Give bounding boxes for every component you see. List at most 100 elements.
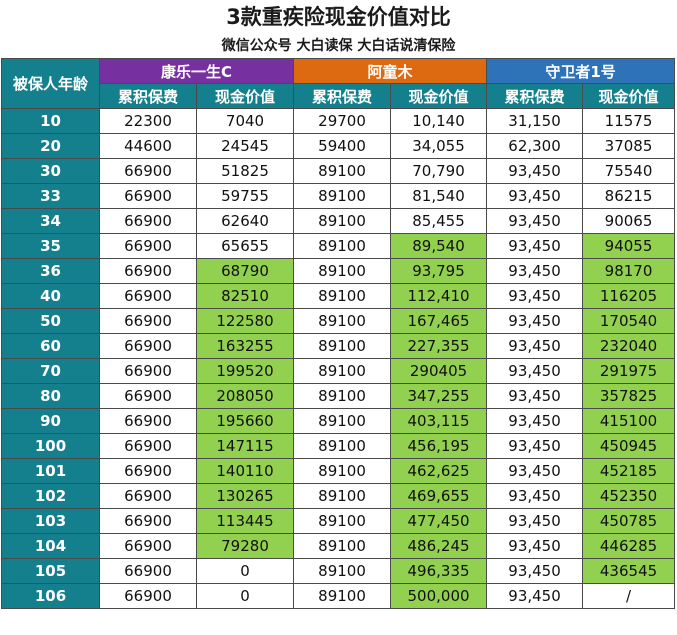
premium-cell: 89100: [293, 308, 392, 334]
cash-value-cell: 75540: [582, 158, 676, 184]
cash-value-cell: 86215: [582, 183, 676, 209]
table-row: 80 66900 208050 89100 347,255 93,450 357825: [1, 383, 676, 409]
page-subtitle: 微信公众号 大白读保 大白话说清保险: [221, 38, 456, 54]
premium-cell: 89100: [293, 433, 392, 459]
premium-cell: 89100: [293, 458, 392, 484]
cash-value-cell: 167,465: [390, 308, 488, 334]
premium-cell: 93,450: [486, 433, 584, 459]
column-header-premium: 累积保费: [293, 83, 392, 109]
table-row: 10 22300 7040 29700 10,140 31,150 11575: [1, 108, 676, 134]
premium-cell: 66900: [99, 408, 197, 434]
premium-cell: 66900: [99, 508, 197, 534]
cash-value-cell: /: [582, 583, 676, 609]
premium-cell: 66900: [99, 533, 197, 559]
age-cell: 70: [1, 358, 100, 384]
premium-cell: 89100: [293, 408, 392, 434]
table-row: 60 66900 163255 89100 227,355 93,450 232040: [1, 333, 676, 359]
age-cell: 60: [1, 333, 100, 359]
cash-value-cell: 496,335: [390, 558, 488, 584]
premium-cell: 93,450: [486, 208, 584, 234]
premium-cell: 89100: [293, 258, 392, 284]
premium-cell: 89100: [293, 533, 392, 559]
cash-value-cell: 0: [195, 558, 295, 584]
age-cell: 35: [1, 233, 100, 259]
age-cell: 100: [1, 433, 100, 459]
premium-cell: 59400: [293, 133, 392, 159]
cash-value-cell: 10,140: [390, 108, 488, 134]
cash-value-cell: 85,455: [390, 208, 488, 234]
premium-cell: 93,450: [486, 183, 584, 209]
cash-value-cell: 11575: [582, 108, 676, 134]
cash-value-cell: 68790: [195, 258, 295, 284]
age-cell: 36: [1, 258, 100, 284]
cash-value-cell: 24545: [195, 133, 295, 159]
product-header-kangle: 康乐一生C: [98, 58, 295, 84]
premium-cell: 93,450: [486, 533, 584, 559]
column-header-cash-value: 现金价值: [195, 83, 295, 109]
cash-value-cell: 90065: [582, 208, 676, 234]
cash-value-cell: 347,255: [390, 383, 488, 409]
premium-cell: 66900: [99, 433, 197, 459]
product-header-atongmu: 阿童木: [293, 58, 488, 84]
premium-cell: 66900: [99, 458, 197, 484]
cash-value-cell: 0: [195, 583, 295, 609]
premium-cell: 66900: [99, 383, 197, 409]
age-cell: 105: [1, 558, 100, 584]
table-row: 101 66900 140110 89100 462,625 93,450 452185: [1, 458, 676, 484]
premium-cell: 89100: [293, 358, 392, 384]
age-cell: 101: [1, 458, 100, 484]
premium-cell: 93,450: [486, 358, 584, 384]
premium-cell: 93,450: [486, 283, 584, 309]
premium-cell: 89100: [293, 483, 392, 509]
cash-value-cell: 70,790: [390, 158, 488, 184]
cash-value-cell: 195660: [195, 408, 295, 434]
premium-cell: 89100: [293, 233, 392, 259]
cash-value-cell: 89,540: [390, 233, 488, 259]
table-row: 105 66900 0 89100 496,335 93,450 436545: [1, 558, 676, 584]
age-cell: 20: [1, 133, 100, 159]
cash-value-cell: 59755: [195, 183, 295, 209]
premium-cell: 89100: [293, 183, 392, 209]
premium-cell: 93,450: [486, 158, 584, 184]
premium-cell: 29700: [293, 108, 392, 134]
premium-cell: 89100: [293, 208, 392, 234]
table-row: 40 66900 82510 89100 112,410 93,450 116205: [1, 283, 676, 309]
premium-cell: 89100: [293, 583, 392, 609]
table-row: 90 66900 195660 89100 403,115 93,450 415100: [1, 408, 676, 434]
table-row: 100 66900 147115 89100 456,195 93,450 450945: [1, 433, 676, 459]
cash-value-cell: 65655: [195, 233, 295, 259]
cash-value-cell: 450945: [582, 433, 676, 459]
cash-value-cell: 93,795: [390, 258, 488, 284]
premium-cell: 93,450: [486, 233, 584, 259]
cash-value-cell: 170540: [582, 308, 676, 334]
page-title: 3款重疾险现金价值对比: [226, 5, 451, 29]
premium-cell: 93,450: [486, 508, 584, 534]
premium-cell: 66900: [99, 558, 197, 584]
premium-cell: 93,450: [486, 458, 584, 484]
table-row: 20 44600 24545 59400 34,055 62,300 37085: [1, 133, 676, 159]
age-cell: 40: [1, 283, 100, 309]
age-cell: 106: [1, 583, 100, 609]
cash-value-cell: 79280: [195, 533, 295, 559]
table-row: 106 66900 0 89100 500,000 93,450/: [1, 583, 676, 609]
cash-value-cell: 462,625: [390, 458, 488, 484]
cash-value-cell: 51825: [195, 158, 295, 184]
cash-value-cell: 291975: [582, 358, 676, 384]
table-body: 10 22300 7040 29700 10,140 31,150 11575 20 44600…: [1, 108, 676, 609]
table-row: 70 66900 199520 89100 290405 93,450 291975: [1, 358, 676, 384]
premium-cell: 89100: [293, 508, 392, 534]
cash-value-cell: 34,055: [390, 133, 488, 159]
table-row: 36 66900 68790 89100 93,795 93,450 98170: [1, 258, 676, 284]
premium-cell: 66900: [99, 183, 197, 209]
premium-cell: 93,450: [486, 308, 584, 334]
premium-cell: 89100: [293, 383, 392, 409]
product-header-row: 被保人年龄 康乐一生C 阿童木 守卫者1号: [1, 58, 676, 109]
premium-cell: 93,450: [486, 383, 584, 409]
cash-value-cell: 227,355: [390, 333, 488, 359]
cash-value-cell: 290405: [390, 358, 488, 384]
age-cell: 30: [1, 158, 100, 184]
premium-cell: 93,450: [486, 333, 584, 359]
table-row: 33 66900 59755 89100 81,540 93,450 86215: [1, 183, 676, 209]
age-cell: 33: [1, 183, 100, 209]
cash-value-cell: 486,245: [390, 533, 488, 559]
